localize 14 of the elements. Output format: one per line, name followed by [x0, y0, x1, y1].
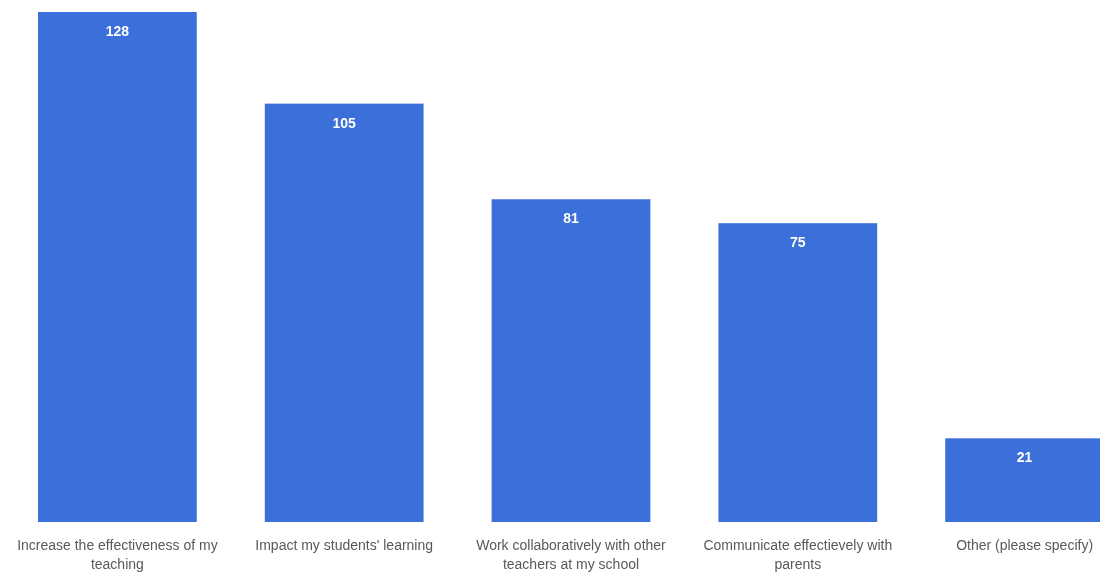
data-label: 105 — [332, 114, 357, 131]
x-tick-label: Other (please specify) — [956, 537, 1094, 553]
bar — [264, 103, 424, 522]
bar — [718, 223, 878, 522]
data-label: 21 — [1016, 449, 1033, 466]
data-label: 81 — [563, 210, 579, 227]
x-tick-label: Increase the effectiveness of my teaching — [17, 537, 218, 572]
bar — [491, 199, 651, 522]
data-label: 128 — [105, 23, 130, 39]
x-tick-label: Communicate effectievely with parents — [703, 537, 893, 572]
x-tick-label: Impact my students' learning — [255, 537, 434, 553]
data-label: 75 — [790, 234, 806, 251]
x-tick-label: Work collaboratively with other teachers at my school — [476, 537, 667, 572]
bar — [38, 12, 197, 522]
